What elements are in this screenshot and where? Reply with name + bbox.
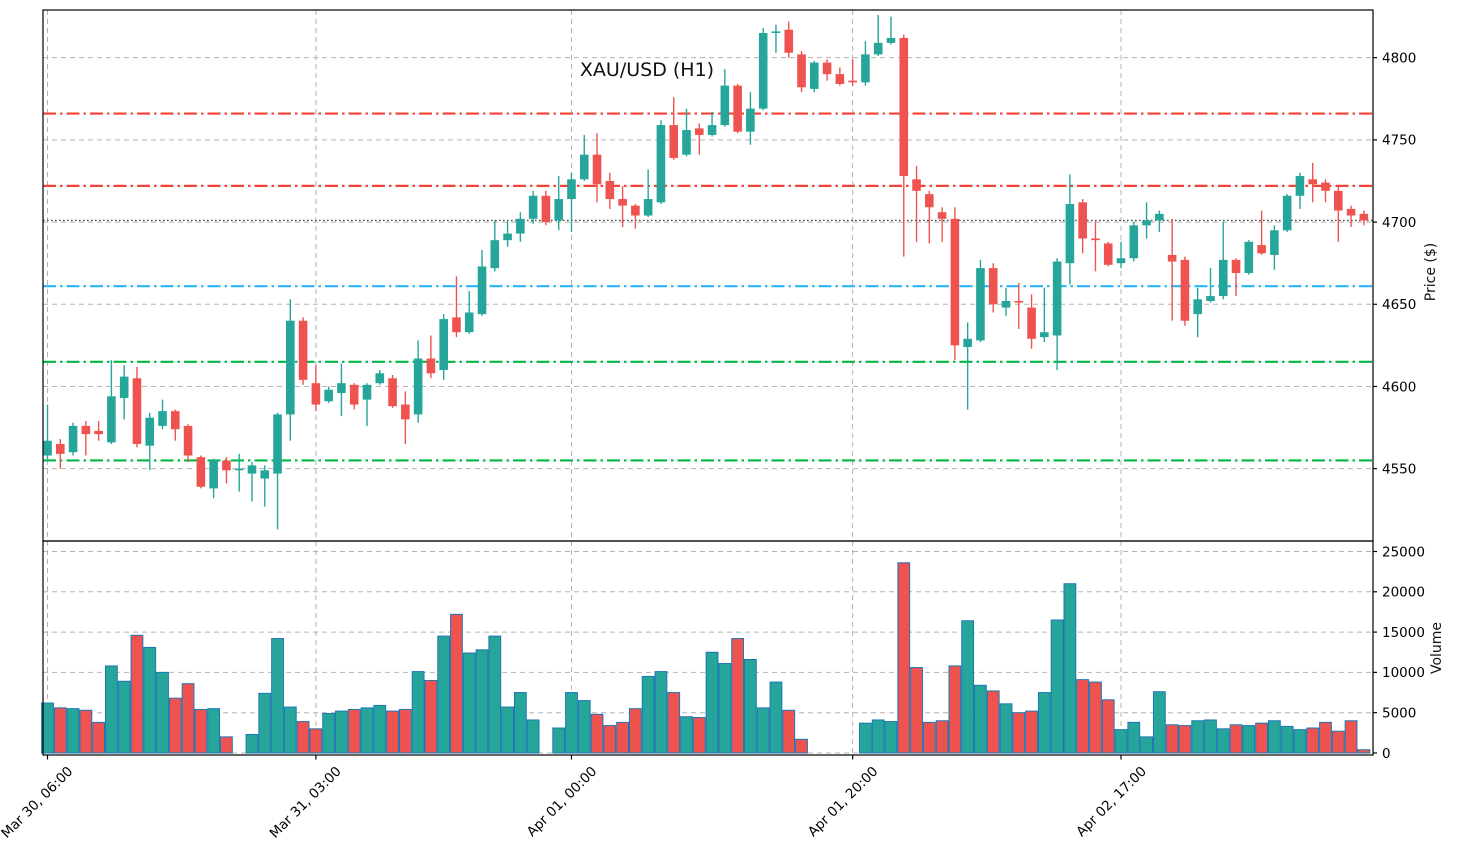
price-tick-label: 4750 (1382, 133, 1416, 149)
price-axis-label: Price ($) (1423, 242, 1439, 302)
candles-layer (43, 14, 1369, 530)
support-resistance-levels (43, 112, 1373, 462)
price-tick-label: 4550 (1382, 461, 1416, 477)
time-tick-label: Mar 31, 03:00 (267, 764, 345, 842)
panel-spines (42, 9, 1374, 756)
price-tick-label: 4800 (1382, 50, 1416, 66)
volume-tick-label: 15000 (1382, 625, 1425, 641)
volume-tick-label: 10000 (1382, 665, 1425, 681)
chart-title: XAU/USD (H1) (579, 59, 715, 81)
volume-bars-layer (41, 562, 1371, 754)
volume-tick-label: 20000 (1382, 585, 1425, 601)
time-tick-label: Apr 01, 00:00 (524, 764, 601, 841)
time-tick-labels: Mar 30, 06:00 Mar 31, 03:00 Apr 01, 00:00 A… (0, 755, 1150, 842)
price-tick-label: 4700 (1382, 215, 1416, 231)
price-tick-labels: 4550 4600 4650 4700 4750 4800 (1373, 50, 1416, 477)
volume-tick-labels: 0 5000 10000 15000 20000 25000 (1373, 544, 1425, 762)
gridlines (43, 10, 1373, 755)
time-tick-label: Apr 01, 20:00 (805, 764, 882, 841)
volume-tick-label: 0 (1382, 746, 1391, 762)
volume-axis-label: Volume (1429, 621, 1445, 675)
price-tick-label: 4650 (1382, 297, 1416, 313)
price-tick-label: 4600 (1382, 379, 1416, 395)
time-tick-label: Mar 30, 06:00 (0, 764, 76, 842)
volume-tick-label: 5000 (1382, 705, 1416, 721)
volume-tick-label: 25000 (1382, 544, 1425, 560)
time-tick-label: Apr 02, 17:00 (1073, 764, 1150, 841)
volume-panel (42, 540, 1374, 756)
